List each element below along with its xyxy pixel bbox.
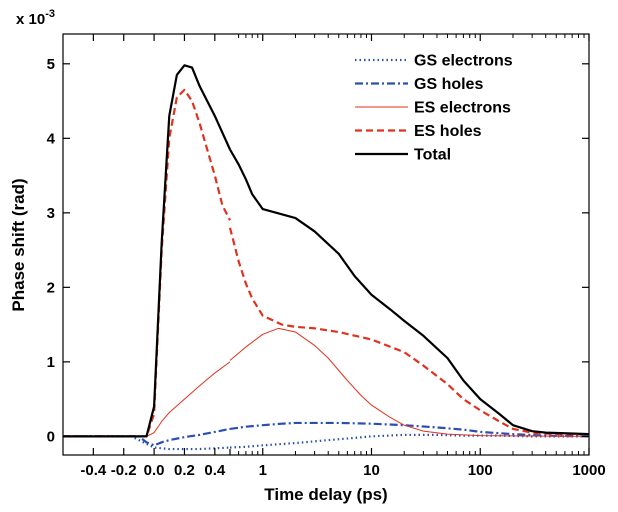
x-tick-label: 10 [363,462,380,479]
legend-label-es-holes: ES holes [414,123,482,140]
x-tick-label: 100 [468,462,493,479]
y-multiplier-exponent: -3 [45,8,55,20]
series-gs-electrons-log-line [229,433,589,449]
y-axis-label: Phase shift (rad) [9,178,28,311]
series-es-electrons-linear-line [63,361,231,437]
series-total-linear-line [63,64,232,438]
x-tick-label: 1000 [572,462,605,479]
y-tick-label: 5 [47,56,55,73]
series-gs-electrons [63,433,589,451]
legend-label-gs-holes: GS holes [414,76,483,93]
legend-label-gs-electrons: GS electrons [414,53,513,70]
y-multiplier-base: x 10 [16,11,45,28]
series-es-electrons [63,327,590,437]
y-axis-ticks: 0 1 2 3 4 5 [47,56,589,445]
legend: GS electrons GS holes ES electrons ES holes… [355,53,513,164]
series-es-holes [63,88,589,438]
series-total [63,64,590,438]
y-tick-label: 4 [47,130,56,147]
y-tick-label: 3 [47,205,55,222]
series-gs-holes-linear-line [63,427,231,447]
series-es-electrons-log-line [229,327,590,437]
x-axis-ticks: -0.4 -0.2 0.0 0.2 0.4 1 10 100 1000 [80,34,606,479]
series-gs-holes-log-line [229,421,590,438]
legend-label-es-electrons: ES electrons [414,100,511,117]
x-axis-label: Time delay (ps) [264,485,387,504]
series-layer [63,64,590,451]
y-tick-label: 0 [47,428,55,445]
x-tick-label: 0.4 [204,462,226,479]
series-total-log-line [229,148,590,436]
y-tick-label: 1 [47,354,55,371]
y-tick-label: 2 [47,279,55,296]
x-tick-label: 0.2 [174,462,195,479]
x-tick-label: 1 [259,462,267,479]
plot-frame [62,33,590,456]
series-gs-electrons-linear-line [63,435,231,451]
series-gs-holes [63,421,590,447]
x-tick-label: 0.0 [144,462,165,479]
x-tick-label: -0.4 [80,462,107,479]
series-es-holes-log-line [228,227,589,436]
legend-label-total: Total [414,147,451,164]
y-multiplier: x 10-3 [16,8,55,28]
x-tick-label: -0.2 [111,462,137,479]
series-es-holes-linear-line [63,88,231,438]
